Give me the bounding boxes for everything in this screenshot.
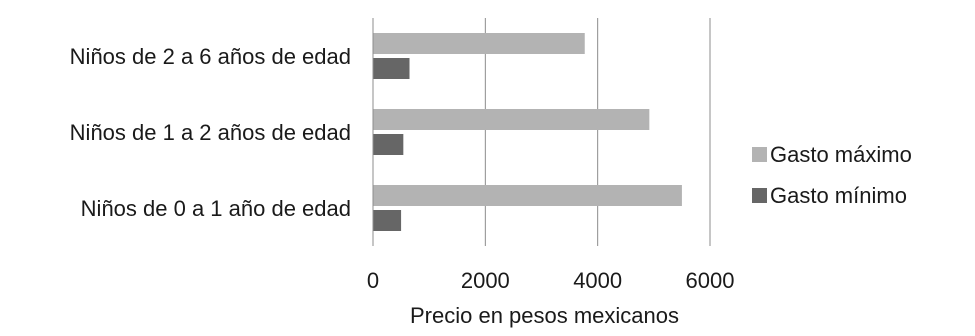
bar-gasto-minimo-2: [373, 58, 410, 79]
legend-label-0: Gasto máximo: [770, 142, 912, 167]
legend-swatch-0: [752, 147, 767, 162]
x-tick-2000: 2000: [461, 268, 510, 293]
category-label-0: Niños de 0 a 1 año de edad: [81, 196, 351, 221]
gridlines: [484, 18, 711, 246]
bar-gasto-minimo-0: [373, 210, 402, 231]
x-tick-0: 0: [367, 268, 379, 293]
x-tick-4000: 4000: [573, 268, 622, 293]
x-tick-6000: 6000: [686, 268, 735, 293]
legend-label-1: Gasto mínimo: [770, 183, 907, 208]
bar-gasto-minimo-1: [373, 134, 404, 155]
legend: Gasto máximo Gasto mínimo: [752, 142, 912, 208]
legend-swatch-1: [752, 188, 767, 203]
bar-gasto-maximo-1: [373, 109, 650, 130]
category-label-1: Niños de 1 a 2 años de edad: [70, 120, 351, 145]
x-axis-title: Precio en pesos mexicanos: [410, 303, 679, 328]
bar-gasto-maximo-2: [373, 33, 585, 54]
bar-gasto-maximo-0: [373, 185, 682, 206]
category-labels: Niños de 0 a 1 año de edad Niños de 1 a 2…: [70, 44, 351, 221]
x-tick-labels: 0 2000 4000 6000: [367, 268, 735, 293]
category-label-2: Niños de 2 a 6 años de edad: [70, 44, 351, 69]
bars: [373, 33, 682, 231]
